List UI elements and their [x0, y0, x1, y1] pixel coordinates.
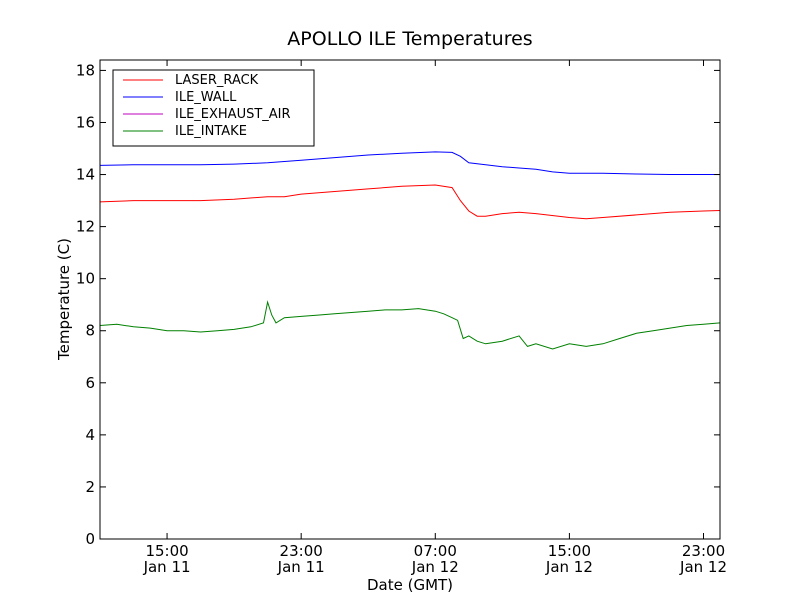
y-tick-label: 6 [85, 374, 95, 392]
legend: LASER_RACK ILE_WALL ILE_EXHAUST_AIR ILE_INT… [112, 69, 315, 147]
x-tick-time-label: 23:00 [682, 542, 725, 560]
y-tick-label: 8 [85, 322, 95, 340]
y-tick-label: 14 [76, 166, 95, 184]
legend-label: LASER_RACK [175, 73, 259, 88]
legend-frame [112, 69, 315, 147]
legend-label: ILE_WALL [175, 90, 237, 105]
series-line-ile-wall [99, 151, 720, 175]
y-tick-label: 16 [76, 113, 95, 131]
plot-area-frame [99, 59, 721, 540]
y-tick-label: 12 [76, 218, 95, 236]
x-tick-time-label: 23:00 [280, 542, 323, 560]
x-tick-date-label: Jan 11 [277, 558, 325, 576]
y-axis-label: Temperature (C) [55, 238, 73, 361]
x-tick-time-label: 07:00 [414, 542, 457, 560]
series-layer [99, 151, 721, 350]
y-tick-label: 10 [76, 270, 95, 288]
chart-title: APOLLO ILE Temperatures [287, 28, 532, 50]
y-tick-label: 18 [76, 61, 95, 79]
y-tick-label: 4 [85, 426, 95, 444]
x-tick-time-label: 15:00 [548, 542, 591, 560]
y-tick-label: 0 [85, 530, 95, 548]
x-tick-date-label: Jan 12 [411, 558, 459, 576]
x-tick-time-label: 15:00 [145, 542, 188, 560]
x-tick-date-label: Jan 12 [545, 558, 593, 576]
x-axis-label: Date (GMT) [367, 576, 453, 594]
y-tick-label: 2 [85, 478, 95, 496]
series-line-ile-intake [99, 300, 721, 350]
x-tick-date-label: Jan 12 [679, 558, 727, 576]
y-axis: 0 2 4 6 8 10 12 14 16 18 [76, 61, 720, 548]
legend-label: ILE_INTAKE [175, 124, 247, 139]
series-line-laser-rack [99, 184, 721, 220]
x-tick-date-label: Jan 11 [143, 558, 191, 576]
legend-label: ILE_EXHAUST_AIR [175, 107, 291, 122]
